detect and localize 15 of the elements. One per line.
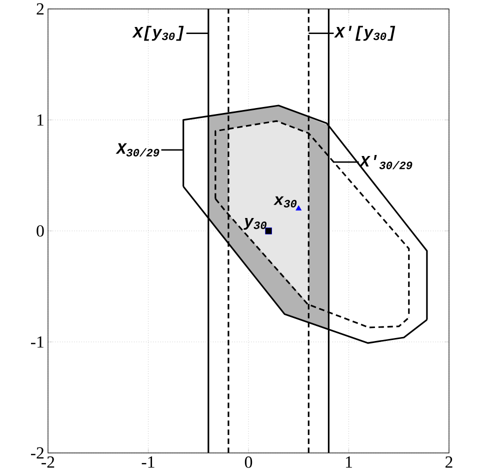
y-tick-label: -2 (31, 447, 44, 458)
annotation: X′$_{30/29}$ (359, 154, 412, 170)
y-tick-label: -1 (31, 336, 44, 348)
x-tick-label: 1 (346, 456, 352, 468)
x-tick-label: 0 (244, 456, 252, 468)
annotation: X$_{30/29}$ (116, 143, 160, 156)
x-tick-label: 2 (446, 456, 452, 468)
y-tick-label: 1 (38, 114, 44, 126)
annotation: X[y$_{30}$] (132, 26, 184, 41)
y-tick-label: 0 (36, 225, 44, 237)
series-label: x$_{30}$ (274, 196, 297, 208)
x-tick-label: -1 (142, 456, 154, 468)
series-label: y$_{30}$ (244, 218, 267, 230)
y-tick-label: 2 (36, 3, 44, 14)
annotation: X′[y$_{30}$] (334, 26, 396, 41)
